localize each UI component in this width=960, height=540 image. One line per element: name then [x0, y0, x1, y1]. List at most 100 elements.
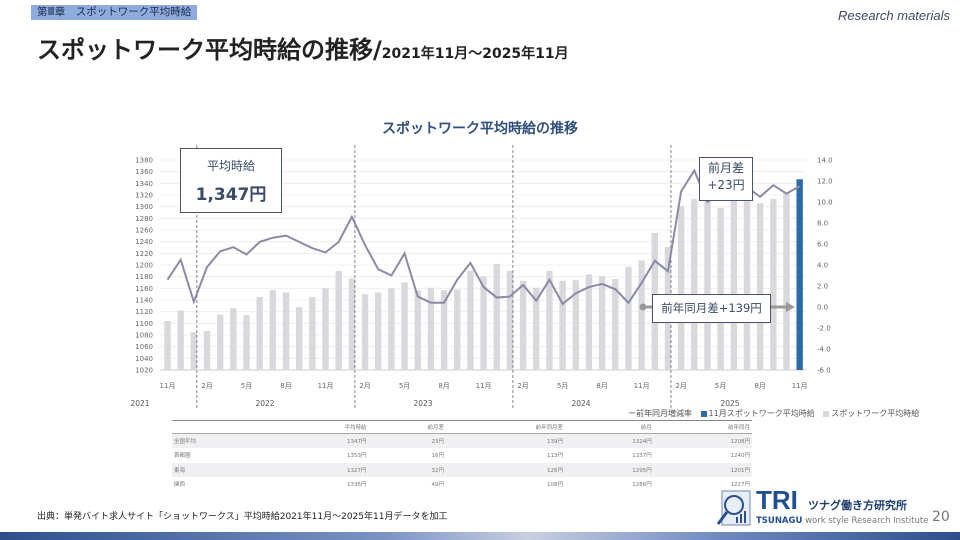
left-axis-tick: 1120: [135, 308, 153, 316]
legend-highlight-label: 11月スポットワーク平均時給: [708, 409, 815, 418]
table-cell: 1286円: [564, 477, 654, 492]
month-tick-label: 5月: [241, 382, 252, 390]
legend-bar: スポットワーク平均時給: [823, 409, 919, 418]
bar-2023-10: [467, 270, 474, 370]
right-axis-tick: 12.0: [817, 178, 833, 186]
table-cell: 16円: [368, 448, 446, 463]
year-label: 2021: [130, 399, 149, 408]
chapter-label: 第Ⅲ章 スポットワーク平均時給: [31, 5, 198, 20]
bar-2025-04: [704, 199, 711, 370]
yoy-arrow-head: [786, 302, 795, 312]
bar-2025-07: [743, 199, 751, 370]
table-cell: 1295円: [564, 462, 654, 478]
title-main: スポットワーク平均時給の推移/: [37, 36, 382, 64]
logo-en: TSUNAGU work style Research Institute: [756, 516, 928, 526]
year-label: 2024: [571, 399, 590, 408]
month-diff-callout: 前月差 +23円: [699, 157, 753, 201]
left-axis-tick: 1300: [135, 203, 153, 211]
bar-2025-06: [730, 200, 738, 370]
left-axis-tick: 1080: [135, 332, 153, 340]
bar-2022-09: [296, 307, 303, 370]
table-cell: 1335円: [270, 477, 369, 492]
left-axis-tick: 1340: [135, 180, 153, 188]
logo-jp: ツナグ働き方研究所: [808, 499, 907, 512]
bar-2023-09: [454, 289, 461, 370]
logo-mark: TRI: [756, 485, 798, 515]
right-axis-tick: 0.0: [817, 304, 828, 312]
mom-label: 前月差: [707, 161, 744, 175]
bar-2023-03: [375, 292, 382, 370]
bar-2024-08: [598, 276, 606, 370]
bar-2024-11: [638, 260, 645, 370]
table-cell: 1208円: [653, 433, 752, 449]
legend-bar-label: スポットワーク平均時給: [831, 409, 920, 418]
left-axis-tick: 1100: [135, 320, 153, 328]
right-axis-tick: 14.0: [817, 157, 833, 165]
bar-2023-12: [493, 263, 500, 370]
header-cell: 前年同月: [653, 420, 752, 434]
bar-2021-12: [177, 310, 184, 370]
bar-2024-02: [519, 280, 527, 370]
table-cell: 関西: [172, 477, 271, 492]
bar-2025-08: [756, 203, 764, 370]
mom-value: +23円: [707, 178, 745, 192]
table-cell: 139円: [445, 433, 565, 449]
page-title: スポットワーク平均時給の推移/2021年11月～2025年11月: [37, 30, 569, 65]
bar-2023-07: [427, 287, 435, 370]
right-axis-tick: -2.0: [817, 325, 831, 333]
logo-en-2: work style Research Institute: [805, 516, 929, 526]
header-cell: 前月差: [368, 420, 446, 434]
bar-2024-03: [533, 287, 540, 370]
chart-legend: ー前年同月増減率 11月スポットワーク平均時給 スポットワーク平均時給: [622, 408, 919, 419]
left-axis-tick: 1040: [135, 355, 153, 363]
tri-logo: TRI ツナグ働き方研究所 TSUNAGU work style Researc…: [716, 485, 928, 531]
bar-2022-07: [269, 290, 277, 370]
right-axis-tick: 2.0: [817, 283, 828, 291]
month-tick-label: 11月: [476, 382, 492, 390]
header-cell: 前年同月差: [445, 420, 565, 434]
bar-2024-10: [625, 266, 632, 370]
month-tick-label: 2月: [201, 382, 212, 390]
bar-2022-01: [190, 332, 198, 370]
month-tick-label: 2月: [359, 382, 370, 390]
table-cell: 49円: [368, 477, 446, 492]
bar-2022-04: [230, 308, 237, 370]
bar-2022-11: [322, 288, 329, 370]
bar-2024-07: [585, 274, 593, 370]
avg-value: 1,347円: [195, 185, 267, 205]
bar-2022-06: [256, 297, 263, 370]
bar-2023-11: [480, 276, 487, 370]
table-cell: 1201円: [653, 462, 752, 478]
right-axis-tick: 4.0: [817, 262, 828, 270]
bar-2024-01: [506, 270, 514, 370]
header-cell: [172, 420, 271, 434]
avg-label: 平均時給: [206, 159, 255, 173]
bar-2022-10: [309, 297, 316, 370]
yoy-arrow-dot: [639, 303, 647, 311]
right-axis-tick: 10.0: [817, 199, 833, 207]
left-axis-tick: 1320: [135, 192, 153, 200]
year-label: 2025: [720, 399, 739, 408]
table-cell: 32円: [368, 462, 446, 478]
bar-2023-05: [401, 282, 408, 370]
bottom-decor-bar: [0, 532, 960, 540]
left-axis-tick: 1260: [135, 227, 153, 235]
month-tick-label: 5月: [715, 382, 726, 390]
left-axis-tick: 1280: [135, 215, 153, 223]
chart: 1020 1040 1060 1080 1100 1120 1140 1160 1180 1200…: [130, 145, 833, 410]
left-axis-tick: 1140: [135, 297, 153, 305]
table-cell: 1227円: [653, 477, 752, 492]
table-cell: 1353円: [270, 448, 369, 463]
table-cell: 1327円: [270, 462, 369, 478]
magnifier-chart-icon: [716, 490, 751, 526]
left-axis-tick: 1160: [135, 285, 153, 293]
right-axis-tick: 6.0: [817, 241, 828, 249]
logo-en-1: TSUNAGU: [756, 516, 803, 526]
year-label: 2023: [413, 399, 432, 408]
bar-2022-05: [243, 315, 250, 370]
table-row: 東海 1327円 32円 126円 1295円 1201円: [172, 462, 752, 478]
month-tick-label: 5月: [557, 382, 568, 390]
table-row: 首都圏 1353円 16円 113円 1337円 1240円: [172, 448, 752, 463]
month-tick-label: 5月: [399, 382, 410, 390]
bar-2023-08: [440, 290, 448, 370]
